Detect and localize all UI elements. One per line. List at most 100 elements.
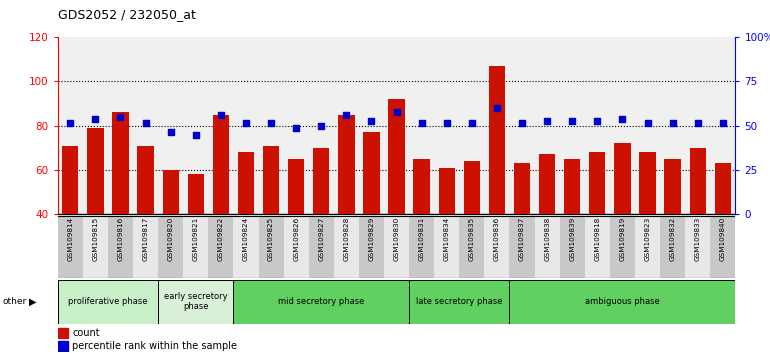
Bar	[233, 216, 259, 278]
Point	[390, 110, 403, 115]
Bar	[409, 280, 510, 324]
Text: proliferative phase: proliferative phase	[69, 297, 148, 306]
Point	[64, 121, 76, 126]
Text: GSM109835: GSM109835	[469, 217, 475, 261]
Bar	[83, 216, 108, 278]
Point	[189, 132, 202, 137]
Point	[114, 114, 126, 120]
Point	[89, 116, 102, 122]
Text: GSM109837: GSM109837	[519, 217, 525, 261]
Text: GSM109831: GSM109831	[419, 217, 424, 261]
Bar	[539, 154, 555, 214]
Text: GDS2052 / 232050_at: GDS2052 / 232050_at	[58, 8, 196, 21]
Bar	[158, 280, 233, 324]
Bar	[560, 216, 584, 278]
Text: GSM109823: GSM109823	[644, 217, 651, 261]
Bar	[313, 148, 330, 214]
Point	[139, 121, 152, 126]
Bar	[614, 143, 631, 214]
Bar	[459, 216, 484, 278]
Text: GSM109822: GSM109822	[218, 217, 224, 261]
Bar	[338, 115, 354, 214]
Bar	[384, 216, 409, 278]
Bar	[62, 145, 79, 214]
Bar	[233, 280, 409, 324]
Text: GSM109816: GSM109816	[118, 217, 123, 261]
Point	[541, 118, 554, 124]
Bar	[359, 216, 384, 278]
Text: GSM109838: GSM109838	[544, 217, 550, 261]
Text: GSM109820: GSM109820	[168, 217, 174, 261]
Bar	[309, 216, 334, 278]
Text: GSM109827: GSM109827	[318, 217, 324, 261]
Point	[365, 118, 377, 124]
Bar	[209, 216, 233, 278]
Text: GSM109830: GSM109830	[393, 217, 400, 261]
Bar	[439, 168, 455, 214]
Bar	[112, 113, 129, 214]
Point	[667, 121, 679, 126]
Bar	[58, 341, 68, 351]
Text: mid secretory phase: mid secretory phase	[278, 297, 364, 306]
Point	[691, 121, 704, 126]
Bar	[639, 152, 656, 214]
Text: count: count	[72, 327, 100, 338]
Text: GSM109817: GSM109817	[142, 217, 149, 261]
Bar	[87, 128, 103, 214]
Bar	[388, 99, 405, 214]
Bar	[162, 170, 179, 214]
Point	[641, 121, 654, 126]
Text: GSM109829: GSM109829	[369, 217, 374, 261]
Bar	[58, 216, 83, 278]
Bar	[58, 280, 158, 324]
Text: GSM109832: GSM109832	[670, 217, 675, 261]
Bar	[690, 148, 706, 214]
Text: GSM109825: GSM109825	[268, 217, 274, 261]
Point	[616, 116, 628, 122]
Text: GSM109840: GSM109840	[720, 217, 726, 261]
Bar	[188, 174, 204, 214]
Text: ambiguous phase: ambiguous phase	[585, 297, 660, 306]
Point	[165, 130, 177, 135]
Bar	[363, 132, 380, 214]
Bar	[334, 216, 359, 278]
Bar	[183, 216, 209, 278]
Bar	[715, 163, 731, 214]
Bar	[589, 152, 605, 214]
Bar	[58, 327, 68, 338]
Point	[440, 121, 453, 126]
Bar	[413, 159, 430, 214]
Point	[340, 112, 353, 118]
Text: GSM109821: GSM109821	[192, 217, 199, 261]
Text: late secretory phase: late secretory phase	[416, 297, 503, 306]
Bar	[635, 216, 660, 278]
Bar	[665, 159, 681, 214]
Bar	[510, 216, 534, 278]
Bar	[584, 216, 610, 278]
Point	[416, 121, 428, 126]
Bar	[137, 145, 154, 214]
Text: GSM109834: GSM109834	[444, 217, 450, 261]
Text: GSM109833: GSM109833	[695, 217, 701, 261]
Point	[566, 118, 578, 124]
Bar	[283, 216, 309, 278]
Bar	[108, 216, 133, 278]
Bar	[510, 280, 735, 324]
Bar	[484, 216, 510, 278]
Point	[591, 118, 604, 124]
Bar	[238, 152, 254, 214]
Bar	[133, 216, 158, 278]
Point	[239, 121, 252, 126]
Point	[215, 112, 227, 118]
Bar	[514, 163, 531, 214]
Text: GSM109814: GSM109814	[67, 217, 73, 261]
Text: GSM109836: GSM109836	[494, 217, 500, 261]
Text: ▶: ▶	[29, 297, 37, 307]
Point	[315, 123, 327, 129]
Text: GSM109819: GSM109819	[619, 217, 625, 261]
Bar	[610, 216, 635, 278]
Text: GSM109818: GSM109818	[594, 217, 601, 261]
Bar	[660, 216, 685, 278]
Bar	[489, 66, 505, 214]
Point	[290, 125, 303, 131]
